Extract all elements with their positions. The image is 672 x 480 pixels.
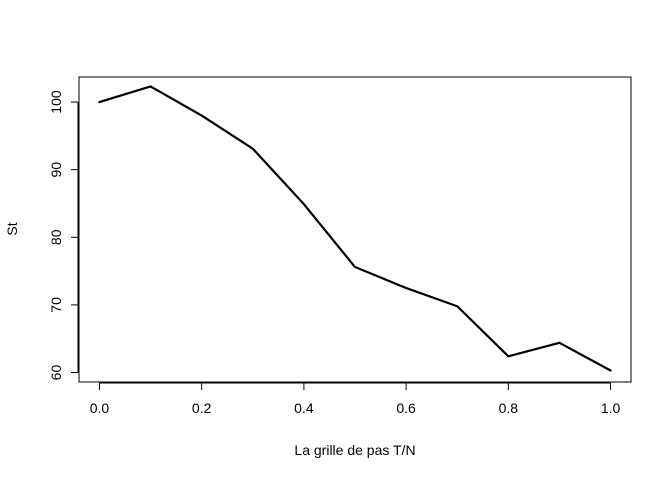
series-line — [98, 85, 612, 372]
x-tick-label: 0.4 — [294, 400, 314, 416]
x-tick-label: 0.6 — [396, 400, 416, 416]
x-tick-label: 0.2 — [192, 400, 212, 416]
plot-frame — [78, 76, 632, 383]
x-axis: 0.0 0.2 0.4 0.6 0.8 1.0 — [90, 382, 621, 416]
y-tick-label: 70 — [48, 297, 64, 313]
y-axis-label: St — [4, 222, 20, 235]
series-layer — [98, 85, 612, 372]
y-axis: 60 70 80 90 100 — [48, 90, 79, 381]
y-tick-label: 60 — [48, 365, 64, 381]
y-tick-label: 100 — [48, 90, 64, 114]
x-axis-label: La grille de pas T/N — [294, 442, 415, 458]
x-tick-label: 1.0 — [601, 400, 621, 416]
y-tick-label: 90 — [48, 162, 64, 178]
x-tick-label: 0.0 — [90, 400, 110, 416]
y-tick-label: 80 — [48, 229, 64, 245]
x-tick-label: 0.8 — [499, 400, 519, 416]
